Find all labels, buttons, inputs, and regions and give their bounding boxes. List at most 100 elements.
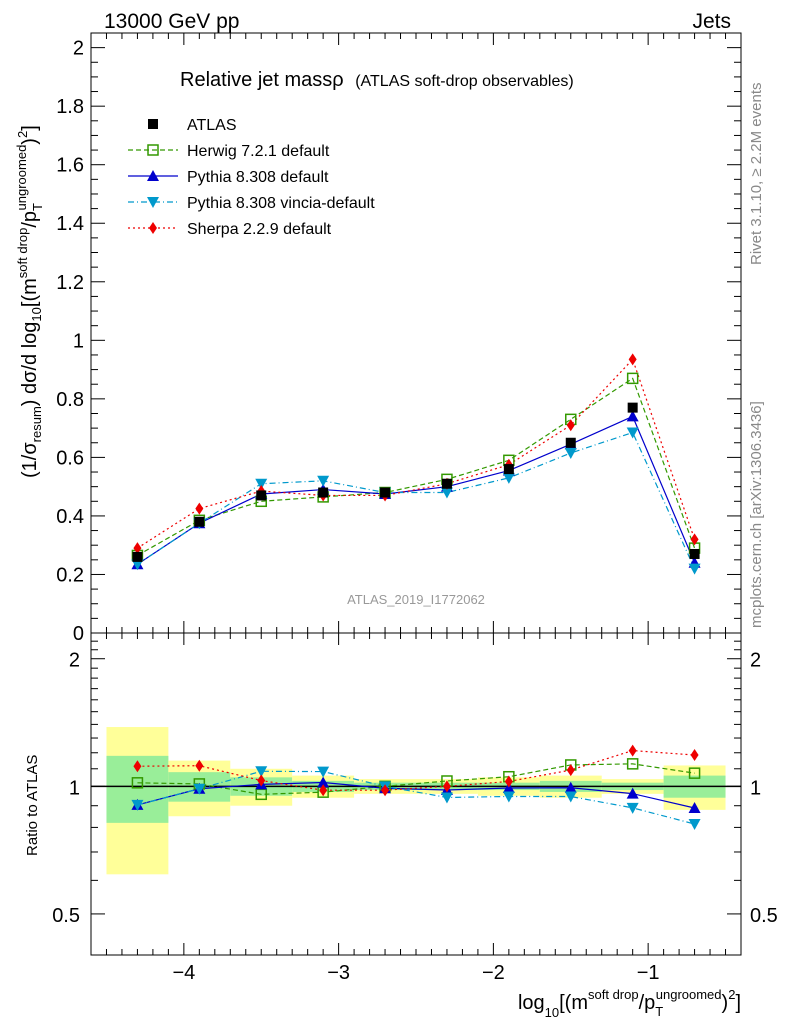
ratio-series-point [319, 784, 328, 797]
legend-label: Herwig 7.2.1 default [187, 143, 330, 160]
ratio-series-point [628, 744, 637, 757]
atlas-data-point [689, 548, 700, 559]
atlas-data-point [256, 490, 267, 501]
ratio-series-point [626, 787, 639, 799]
ratio-y-tick-label: 1 [69, 777, 80, 799]
y-tick-label: 0.4 [56, 506, 84, 528]
plot-title-sub: (ATLAS soft-drop observables) [355, 73, 573, 90]
mcplots-label: mcplots.cern.ch [arXiv:1306.3436] [748, 401, 765, 628]
ratio-series-line [137, 749, 695, 791]
ratio-series-point [193, 783, 206, 795]
ratio-series-point [440, 792, 453, 804]
y-tick-label: 0.6 [56, 447, 84, 469]
plot-title: Relative jet massρ (ATLAS soft-drop obse… [180, 69, 574, 91]
ratio-series-point [688, 767, 701, 779]
main-series-line [137, 415, 696, 565]
analysis-watermark: ATLAS_2019_I1772062 [347, 592, 485, 607]
y-tick-label: 1 [73, 330, 84, 352]
main-series-point [131, 559, 144, 571]
ratio-series-point [626, 802, 639, 814]
ratio-series-point [504, 775, 513, 788]
y-tick-label: 2 [73, 38, 84, 60]
main-series-point [628, 353, 637, 366]
ratio-series-point [626, 758, 639, 770]
ratio-series-point [442, 780, 451, 793]
ratio-series-point [381, 784, 390, 797]
y-tick-label: 1.8 [56, 96, 84, 118]
ratio-series-point [257, 774, 266, 787]
legend-marker [149, 222, 157, 234]
main-series-point [440, 487, 453, 499]
ratio-series-point [690, 749, 699, 762]
ratio-y-tick-label-right: 2 [750, 650, 761, 672]
main-series-point [626, 427, 639, 439]
ratio-y-tick-label: 2 [69, 650, 80, 672]
x-tick-label: −1 [637, 962, 660, 984]
ratio-series-line [137, 763, 695, 795]
ratio-series-point [195, 759, 204, 772]
x-tick-label: −4 [172, 962, 195, 984]
main-series-line [137, 377, 696, 556]
y-axis-label: (1/σresum) dσ/d log10[(msoft drop/pTungr… [14, 125, 45, 478]
ratio-series-point [564, 791, 577, 803]
header-jets-label: Jets [692, 10, 731, 33]
atlas-data-point [380, 487, 391, 498]
y-tick-label: 0.8 [56, 389, 84, 411]
ratio-y-tick-label: 0.5 [52, 905, 80, 927]
ratio-y-tick-label-right: 0.5 [750, 905, 778, 927]
main-series-point [688, 563, 701, 575]
main-series-point [626, 410, 639, 422]
main-series-group [131, 353, 701, 575]
ratio-series-line [137, 770, 695, 825]
main-series-line [137, 431, 696, 569]
rivet-label: Rivet 3.1.10, ≥ 2.2M events [748, 83, 765, 266]
legend-marker [147, 170, 159, 181]
main-series-point [502, 472, 515, 484]
header-energy-label: 13000 GeV pp [104, 10, 239, 33]
main-series-line [137, 358, 696, 549]
legend-marker [147, 144, 159, 156]
atlas-data-point [441, 478, 452, 489]
y-tick-label: 0 [73, 623, 84, 645]
legend-label: Sherpa 2.2.9 default [187, 221, 332, 238]
legend-label: Pythia 8.308 default [187, 169, 329, 186]
ratio-y-tick-label-right: 1 [750, 777, 761, 799]
legend-marker [147, 197, 159, 208]
atlas-data-point [503, 464, 514, 475]
ratio-series-point [131, 799, 144, 811]
legend-marker [148, 119, 158, 129]
main-series-point [255, 478, 268, 490]
x-tick-label: −2 [482, 962, 505, 984]
atlas-data-point [565, 437, 576, 448]
ratio-series-group [131, 744, 701, 831]
y-tick-label: 1.2 [56, 272, 84, 294]
ratio-series-point [317, 766, 330, 778]
main-series-point [566, 419, 575, 432]
legend-label: ATLAS [187, 117, 237, 134]
main-series-point [195, 502, 204, 515]
ratio-y-axis-label: Ratio to ATLAS [24, 755, 41, 856]
legend: ATLAS Herwig 7.2.1 default Pythia 8.308 de… [128, 117, 375, 238]
ratio-series-line [137, 781, 695, 809]
ratio-series-point [566, 764, 575, 777]
ratio-series-point [688, 802, 701, 814]
main-series-point [626, 372, 639, 385]
atlas-data-point [318, 487, 329, 498]
ratio-series-point [502, 791, 515, 803]
plot-title-main: Relative jet massρ [180, 69, 344, 91]
ratio-series-point [564, 781, 577, 793]
ratio-series-point [688, 819, 701, 831]
atlas-data-point [132, 551, 143, 562]
y-tick-label: 1.4 [56, 213, 84, 235]
main-series-point [564, 448, 577, 459]
atlas-data-point [194, 516, 205, 527]
ratio-series-point [502, 781, 515, 793]
x-axis-label: log10[(msoft drop/pTungroomed)2] [518, 987, 741, 1020]
ratio-series-point [133, 760, 142, 773]
atlas-data-point [627, 402, 638, 413]
main-series-point [690, 533, 699, 546]
ratio-series-point [131, 777, 144, 789]
x-tick-label: −3 [327, 962, 350, 984]
ratio-series-point [255, 766, 268, 778]
